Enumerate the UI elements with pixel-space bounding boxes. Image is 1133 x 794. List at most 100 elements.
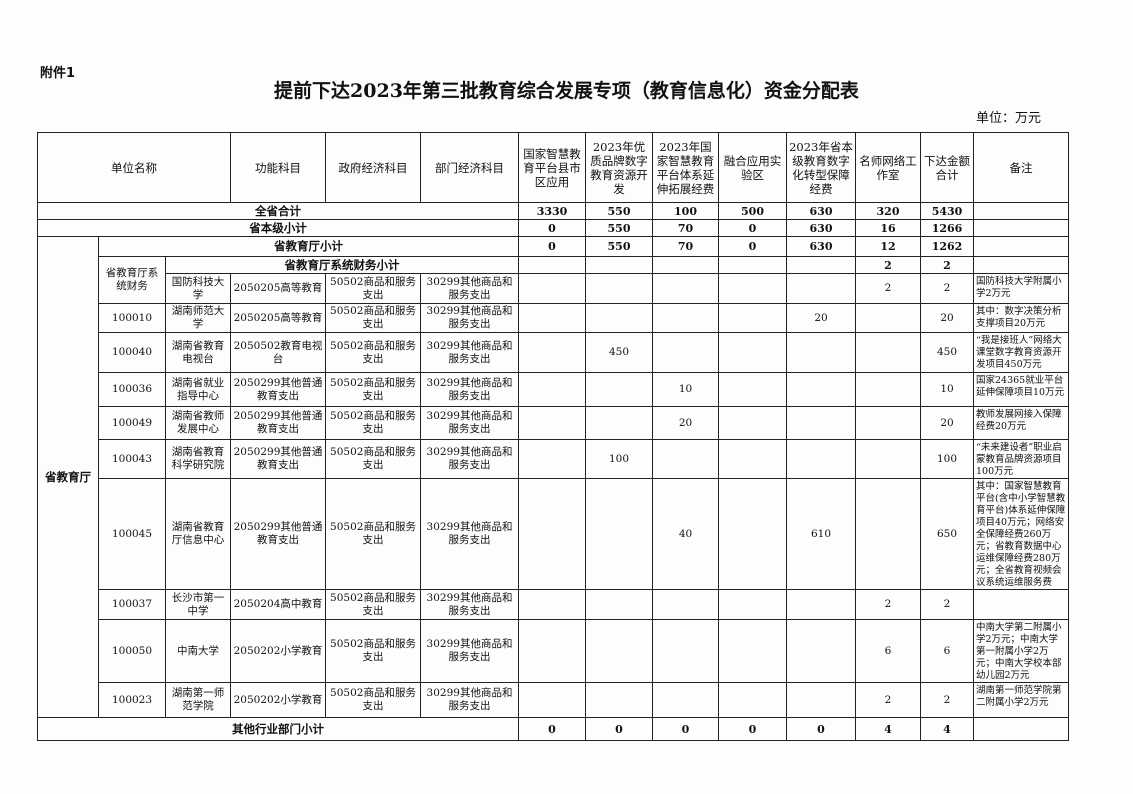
- unit-code: 100050: [98, 619, 166, 683]
- header-col: 2023年优质品牌数字教育资源开发: [585, 132, 653, 203]
- amount-cell: [518, 273, 586, 304]
- subgroup-label: 省教育厅系统财务: [98, 256, 166, 304]
- unit-code: 100010: [98, 303, 166, 333]
- amount-cell: 4: [855, 717, 921, 741]
- header-gov-econ: 政府经济科目: [325, 132, 421, 203]
- amount-cell: 450: [585, 332, 653, 373]
- amount-cell: 12: [855, 236, 921, 257]
- amount-cell: [518, 589, 586, 620]
- subtotal-row: 其他行业部门小计 0 0 0 0 0 4 4: [37, 717, 1069, 741]
- amount-cell: [786, 439, 856, 479]
- amount-cell: [786, 589, 856, 620]
- gov-econ-subject: 50502商品和服务支出: [325, 332, 421, 373]
- group-label: 省教育厅: [37, 236, 99, 718]
- amount-cell: 20: [786, 303, 856, 333]
- amount-cell: [855, 332, 921, 373]
- function-subject: 2050202小学教育: [230, 682, 326, 718]
- note-cell: [973, 589, 1069, 620]
- unit-name: 国防科技大学: [165, 273, 231, 304]
- unit-code: 100023: [98, 682, 166, 718]
- amount-cell: [585, 273, 653, 304]
- dept-econ-subject: 30299其他商品和服务支出: [420, 682, 519, 718]
- unit-code: 100040: [98, 332, 166, 373]
- amount-cell: 0: [718, 236, 787, 257]
- amount-cell: 10: [652, 372, 719, 407]
- dept-econ-subject: 30299其他商品和服务支出: [420, 406, 519, 440]
- header-col: 2023年省本级教育数字化转型保障经费: [786, 132, 856, 203]
- unit-label: 单位：万元: [975, 111, 1041, 126]
- amount-cell: [652, 332, 719, 373]
- amount-cell: [652, 439, 719, 479]
- unit-code: 100049: [98, 406, 166, 440]
- unit-name: 湖南师范大学: [165, 303, 231, 333]
- gov-econ-subject: 50502商品和服务支出: [325, 303, 421, 333]
- amount-cell: [786, 332, 856, 373]
- note-cell: [973, 236, 1069, 257]
- amount-cell: 0: [518, 236, 586, 257]
- row-label: 省教育厅系统财务小计: [165, 256, 519, 274]
- amount-cell: [786, 273, 856, 304]
- note-cell: [973, 717, 1069, 741]
- dept-econ-subject: 30299其他商品和服务支出: [420, 439, 519, 479]
- amount-cell: [585, 372, 653, 407]
- table-row: 100040 湖南省教育电视台 2050502教育电视台 50502商品和服务支出 30…: [38, 332, 1069, 373]
- amount-cell: 6: [855, 619, 921, 683]
- row-label: 全省合计: [37, 202, 519, 220]
- note-cell: 国家24365就业平台延伸保障项目10万元: [973, 372, 1069, 407]
- note-cell: “未来建设者”职业启蒙教育品牌资源项目100万元: [973, 439, 1069, 479]
- amount-cell: [786, 256, 856, 274]
- gov-econ-subject: 50502商品和服务支出: [325, 372, 421, 407]
- unit-name: 湖南省教育科学研究院: [165, 439, 231, 479]
- gov-econ-subject: 50502商品和服务支出: [325, 682, 421, 718]
- header-dept-econ: 部门经济科目: [420, 132, 519, 203]
- amount-cell: [786, 619, 856, 683]
- amount-cell: [585, 589, 653, 620]
- amount-cell: [786, 406, 856, 440]
- row-label: 省本级小计: [37, 219, 519, 237]
- function-subject: 2050204高中教育: [230, 589, 326, 620]
- header-unit-name: 单位名称: [37, 132, 231, 203]
- dept-econ-subject: 30299其他商品和服务支出: [420, 619, 519, 683]
- subtotal-row: 省教育厅 省教育厅小计 0 550 70 0 630 12 1262: [37, 236, 1069, 718]
- table-row: 国防科技大学 2050205高等教育 50502商品和服务支出 30299其他商品和服…: [38, 273, 1069, 304]
- amount-cell: 5430: [920, 202, 974, 220]
- amount-cell: 40: [652, 478, 719, 590]
- function-subject: 2050299其他普通教育支出: [230, 406, 326, 440]
- amount-cell: 0: [718, 219, 787, 237]
- table-row: 100045 湖南省教育厅信息中心 2050299其他普通教育支出 50502商品和服…: [38, 478, 1069, 590]
- unit-name: 湖南省就业指导中心: [165, 372, 231, 407]
- gov-econ-subject: 50502商品和服务支出: [325, 619, 421, 683]
- note-cell: [973, 256, 1069, 274]
- row-label: 省教育厅小计: [98, 236, 519, 257]
- amount-cell: 3330: [518, 202, 586, 220]
- amount-cell: [652, 619, 719, 683]
- amount-cell: 0: [518, 219, 586, 237]
- amount-cell: 0: [585, 717, 653, 741]
- header-function: 功能科目: [230, 132, 326, 203]
- amount-cell: 100: [585, 439, 653, 479]
- amount-cell: [652, 589, 719, 620]
- unit-name: 中南大学: [165, 619, 231, 683]
- amount-cell: [518, 372, 586, 407]
- header-col: 名师网络工作室: [855, 132, 921, 203]
- amount-cell: 20: [920, 303, 974, 333]
- amount-cell: [718, 406, 787, 440]
- amount-cell: 630: [786, 219, 856, 237]
- note-cell: “我是接班人”网络大课堂数字教育资源开发项目450万元: [973, 332, 1069, 373]
- amount-cell: 500: [718, 202, 787, 220]
- amount-cell: [518, 682, 586, 718]
- note-cell: [973, 219, 1069, 237]
- gov-econ-subject: 50502商品和服务支出: [325, 406, 421, 440]
- header-col: 下达金额合计: [920, 132, 974, 203]
- amount-cell: [855, 406, 921, 440]
- unit-code: 100045: [98, 478, 166, 590]
- gov-econ-subject: 50502商品和服务支出: [325, 478, 421, 590]
- attachment-label: 附件1: [40, 66, 76, 81]
- dept-econ-subject: 30299其他商品和服务支出: [420, 372, 519, 407]
- amount-cell: [585, 256, 653, 274]
- amount-cell: 2: [855, 682, 921, 718]
- unit-code: 100043: [98, 439, 166, 479]
- table-row: 100049 湖南省教师发展中心 2050299其他普通教育支出 50502商品和服务…: [38, 406, 1069, 440]
- amount-cell: 70: [652, 236, 719, 257]
